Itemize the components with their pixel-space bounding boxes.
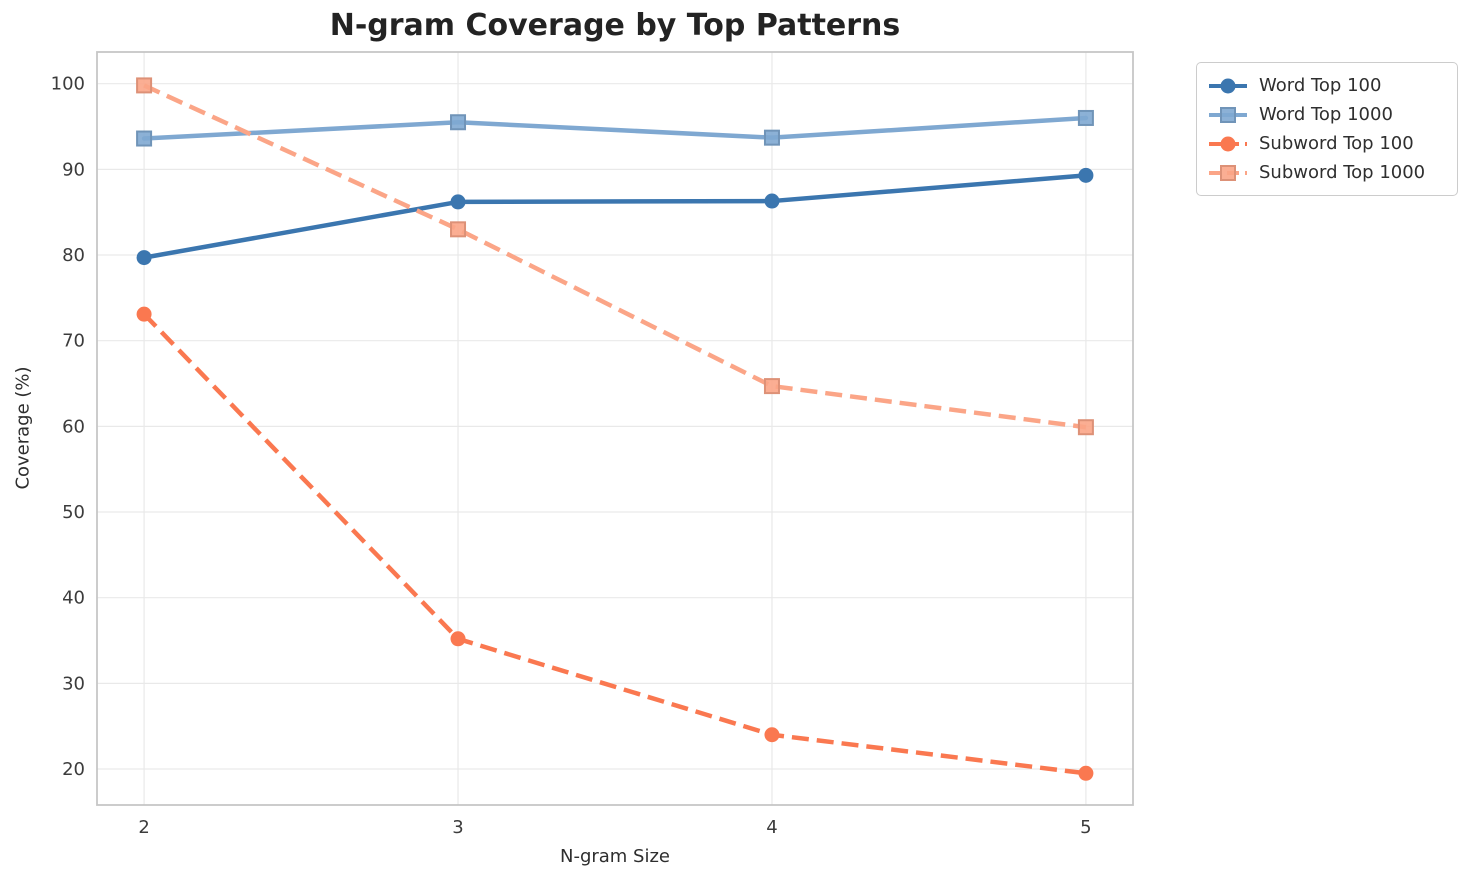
legend-square-line-icon: [1209, 106, 1247, 123]
marker-word-top-100: [1078, 167, 1094, 183]
legend-item-subword-top-1000: Subword Top 1000: [1207, 158, 1445, 187]
x-tick-label: 4: [766, 817, 777, 838]
legend-item-word-top-1000: Word Top 1000: [1207, 100, 1445, 129]
legend-item-label: Word Top 1000: [1259, 104, 1393, 125]
y-tick-label: 40: [62, 588, 85, 609]
y-tick-label: 90: [62, 159, 85, 180]
marker-subword-top-1000: [1077, 419, 1094, 436]
marker-word-top-100: [764, 193, 780, 209]
legend-item-label: Subword Top 100: [1259, 133, 1414, 154]
y-tick-label: 70: [62, 331, 85, 352]
legend-item-word-top-100: Word Top 100: [1207, 71, 1445, 100]
legend-item-label: Word Top 100: [1259, 75, 1382, 96]
marker-subword-top-100: [136, 306, 152, 322]
marker-subword-top-100: [450, 631, 466, 647]
legend-square-line-icon: [1209, 164, 1247, 181]
series-line-subword-top-100: [142, 312, 1087, 776]
marker-subword-top-1000: [763, 378, 780, 395]
legend-circle-line-icon: [1209, 136, 1247, 151]
marker-word-top-100: [450, 194, 466, 210]
y-tick-label: 60: [62, 416, 85, 437]
y-tick-label: 30: [62, 673, 85, 694]
series-line-word-top-1000: [141, 115, 1089, 141]
marker-subword-top-100: [1078, 765, 1094, 781]
y-tick-label: 50: [62, 502, 85, 523]
legend-item-label: Subword Top 1000: [1259, 162, 1426, 183]
marker-subword-top-100: [764, 727, 780, 743]
legend-circle-line-icon: [1209, 78, 1247, 93]
y-tick-label: 100: [51, 74, 85, 95]
x-tick-label: 3: [452, 817, 463, 838]
series-line-subword-top-1000: [143, 83, 1087, 430]
y-axis-label: Coverage (%): [12, 366, 34, 490]
marker-subword-top-1000: [450, 221, 467, 238]
y-tick-label: 20: [62, 759, 85, 780]
legend-item-subword-top-100: Subword Top 100: [1207, 129, 1445, 158]
marker-subword-top-1000: [136, 77, 153, 94]
marker-word-top-1000: [136, 130, 153, 147]
chart-title: N-gram Coverage by Top Patterns: [329, 8, 901, 43]
marker-word-top-1000: [450, 114, 467, 131]
x-axis-label: N-gram Size: [559, 846, 671, 867]
plot-frame: [96, 51, 1134, 806]
x-tick-label: 5: [1080, 817, 1091, 838]
marker-word-top-100: [136, 250, 152, 266]
legend: Word Top 100 Word Top 1000 Subword Top 100…: [1196, 62, 1458, 196]
series-line-word-top-100: [141, 173, 1089, 260]
marker-word-top-1000: [763, 129, 780, 146]
marker-word-top-1000: [1077, 109, 1094, 126]
x-tick-label: 2: [138, 817, 149, 838]
y-tick-label: 80: [62, 245, 85, 266]
